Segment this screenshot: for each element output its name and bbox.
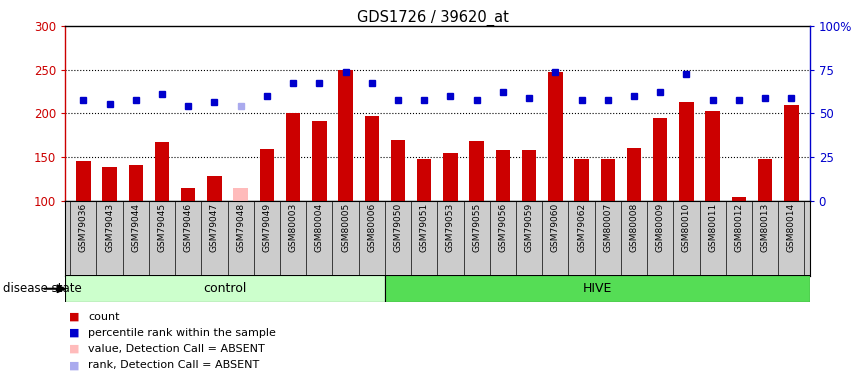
Text: GSM79050: GSM79050	[393, 203, 403, 252]
Bar	[784, 105, 798, 201]
Text: GSM80005: GSM80005	[341, 203, 350, 252]
Text: GSM79060: GSM79060	[551, 203, 559, 252]
Bar	[443, 153, 457, 201]
Text: GSM79048: GSM79048	[236, 203, 245, 252]
Bar	[706, 111, 720, 201]
Text: GSM80013: GSM80013	[760, 203, 770, 252]
Text: ■: ■	[69, 312, 80, 322]
Text: GSM80006: GSM80006	[367, 203, 376, 252]
Text: GSM79051: GSM79051	[420, 203, 429, 252]
Text: GSM80008: GSM80008	[630, 203, 638, 252]
Bar	[65, 275, 385, 302]
Text: ■: ■	[69, 360, 80, 370]
Text: GSM80011: GSM80011	[708, 203, 717, 252]
Text: GSM80010: GSM80010	[682, 203, 691, 252]
Bar	[128, 165, 143, 201]
Bar	[732, 197, 746, 201]
Text: GSM79044: GSM79044	[132, 203, 140, 252]
Bar	[102, 168, 117, 201]
Text: GSM79046: GSM79046	[184, 203, 193, 252]
Bar	[653, 118, 668, 201]
Bar	[758, 159, 772, 201]
Bar	[234, 188, 248, 201]
Text: GSM79045: GSM79045	[158, 203, 166, 252]
Text: HIVE: HIVE	[583, 282, 612, 295]
Bar	[339, 70, 352, 201]
Text: GSM80007: GSM80007	[604, 203, 612, 252]
Bar	[522, 150, 536, 201]
Bar	[365, 116, 379, 201]
Text: GSM79049: GSM79049	[262, 203, 271, 252]
Bar	[385, 275, 810, 302]
Bar	[679, 102, 694, 201]
Bar	[207, 176, 222, 201]
Text: disease state: disease state	[3, 282, 82, 295]
Text: GSM79062: GSM79062	[577, 203, 586, 252]
Bar	[391, 140, 405, 201]
Text: GSM80012: GSM80012	[734, 203, 743, 252]
Text: GDS1726 / 39620_at: GDS1726 / 39620_at	[357, 9, 509, 26]
Text: GSM80009: GSM80009	[656, 203, 665, 252]
Bar	[574, 159, 589, 201]
Text: control: control	[204, 282, 247, 295]
Text: GSM79056: GSM79056	[499, 203, 507, 252]
Bar	[155, 142, 169, 201]
Text: GSM79055: GSM79055	[472, 203, 481, 252]
Bar	[260, 149, 274, 201]
Text: ■: ■	[69, 328, 80, 338]
Text: percentile rank within the sample: percentile rank within the sample	[88, 328, 276, 338]
Bar	[601, 159, 615, 201]
Text: GSM80004: GSM80004	[315, 203, 324, 252]
Bar	[181, 188, 196, 201]
Bar	[469, 141, 484, 201]
Text: GSM79047: GSM79047	[210, 203, 219, 252]
Text: GSM79053: GSM79053	[446, 203, 455, 252]
Text: GSM80003: GSM80003	[288, 203, 298, 252]
Text: GSM79059: GSM79059	[525, 203, 533, 252]
Bar	[417, 159, 431, 201]
Bar	[312, 121, 326, 201]
Bar	[495, 150, 510, 201]
Text: GSM80014: GSM80014	[787, 203, 796, 252]
Text: GSM79043: GSM79043	[105, 203, 114, 252]
Text: value, Detection Call = ABSENT: value, Detection Call = ABSENT	[88, 344, 265, 354]
Text: GSM79036: GSM79036	[79, 203, 87, 252]
Bar	[548, 72, 563, 201]
Text: ■: ■	[69, 344, 80, 354]
Bar	[627, 148, 641, 201]
Bar	[76, 161, 91, 201]
Bar	[286, 113, 301, 201]
Text: count: count	[88, 312, 120, 322]
Text: rank, Detection Call = ABSENT: rank, Detection Call = ABSENT	[88, 360, 260, 370]
